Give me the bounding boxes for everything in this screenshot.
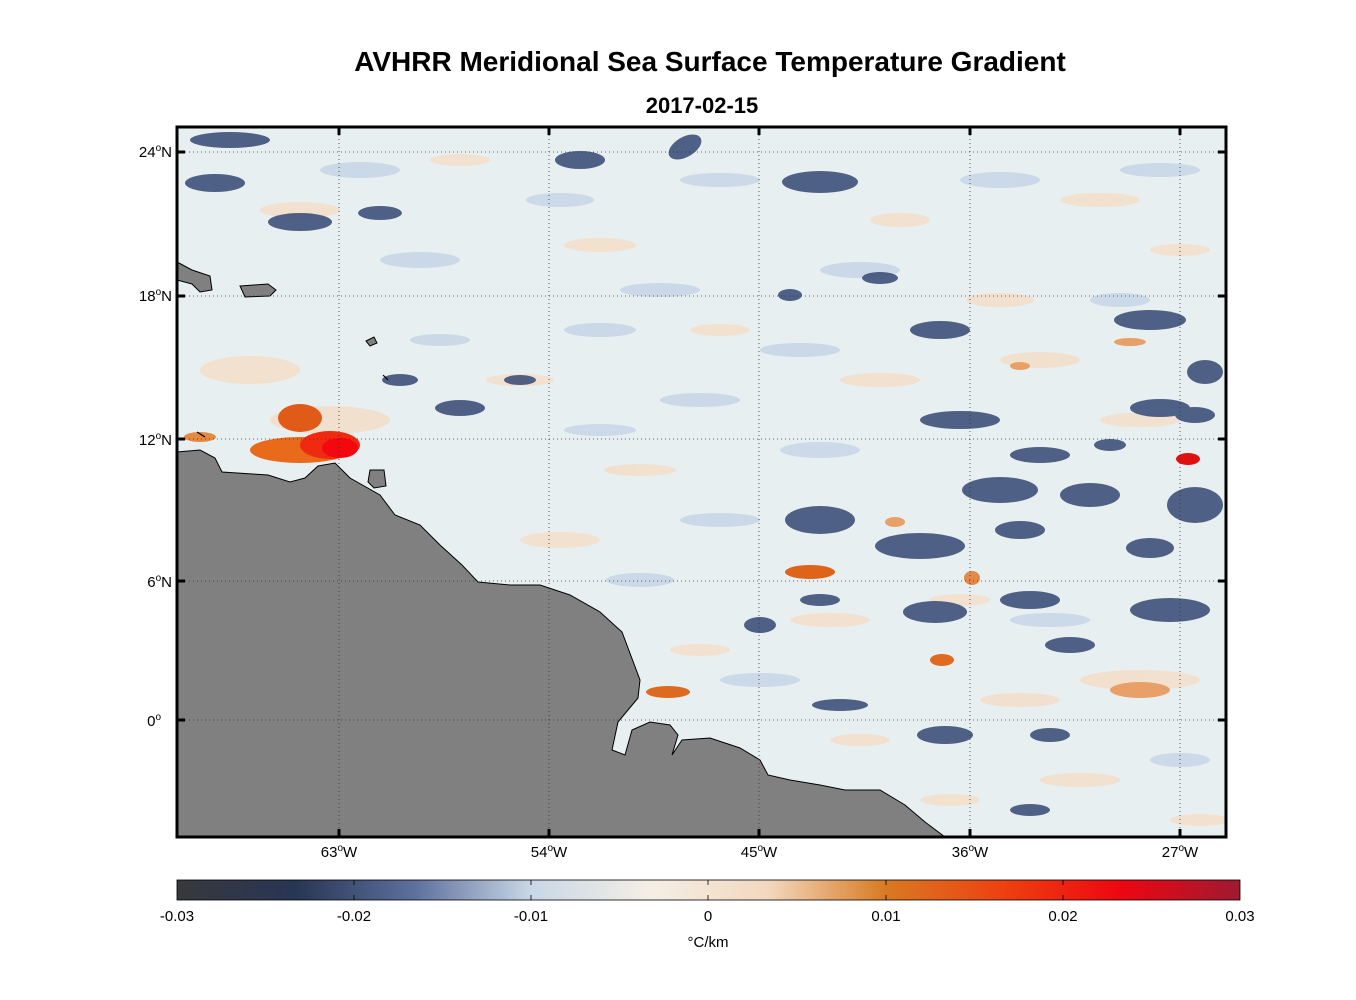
degree-symbol: o bbox=[155, 287, 162, 298]
degree-symbol: o bbox=[337, 843, 344, 854]
lon-label-deg: 54 bbox=[530, 844, 548, 861]
lon-label-deg: 27 bbox=[1161, 844, 1179, 861]
lon-label-deg: 45 bbox=[740, 844, 758, 861]
colorbar-label: 0.01 bbox=[871, 908, 901, 925]
lat-label-deg: 0 bbox=[147, 713, 156, 730]
lat-label-12n: 12oN bbox=[102, 431, 172, 449]
caribbean-island bbox=[239, 283, 277, 298]
lon-label-54w: 54oW bbox=[509, 843, 589, 861]
degree-symbol: o bbox=[968, 843, 975, 854]
caribbean-island bbox=[367, 469, 387, 489]
degree-symbol: o bbox=[155, 143, 162, 154]
degree-symbol: o bbox=[757, 843, 764, 854]
map-title: AVHRR Meridional Sea Surface Temperature… bbox=[354, 46, 1066, 77]
colorbar-label: 0.02 bbox=[1048, 908, 1078, 925]
colorbar-label: -0.01 bbox=[513, 908, 549, 925]
lat-label-6n: 6oN bbox=[102, 573, 172, 591]
lon-label-45w: 45oW bbox=[719, 843, 799, 861]
degree-symbol: o bbox=[155, 712, 161, 723]
map-subtitle: 2017-02-15 bbox=[645, 93, 759, 118]
axis-ticks bbox=[177, 127, 1226, 837]
negative-gradient-features bbox=[185, 132, 1223, 816]
lon-label-suffix: W bbox=[763, 844, 778, 861]
south-america-landmass bbox=[177, 449, 946, 837]
lon-label-36w: 36oW bbox=[930, 843, 1010, 861]
lon-label-deg: 63 bbox=[320, 844, 338, 861]
lon-label-suffix: W bbox=[553, 844, 568, 861]
lon-label-27w: 27oW bbox=[1140, 843, 1220, 861]
degree-symbol: o bbox=[1178, 843, 1185, 854]
lat-label-deg: 24 bbox=[138, 144, 156, 161]
lat-label-0: 0o bbox=[91, 712, 161, 730]
lat-label-24n: 24oN bbox=[102, 143, 172, 161]
degree-symbol: o bbox=[155, 573, 162, 584]
lat-label-suffix: N bbox=[161, 432, 172, 449]
lat-label-suffix: N bbox=[161, 288, 172, 305]
lat-label-deg: 12 bbox=[138, 432, 156, 449]
warm-light-patches bbox=[200, 154, 1226, 826]
colorbar-label: 0.03 bbox=[1225, 908, 1255, 925]
colorbar-label: -0.02 bbox=[336, 908, 372, 925]
degree-symbol: o bbox=[547, 843, 554, 854]
graticule bbox=[177, 127, 1226, 837]
caribbean-island bbox=[365, 336, 378, 347]
lon-label-suffix: W bbox=[1184, 844, 1199, 861]
sst-gradient-field bbox=[177, 132, 1226, 837]
degree-symbol: o bbox=[155, 431, 162, 442]
positive-gradient-features bbox=[184, 338, 1200, 698]
colorbar-ticks bbox=[353, 880, 1064, 900]
caribbean-island bbox=[382, 374, 389, 381]
lat-label-18n: 18oN bbox=[102, 287, 172, 305]
map-frame bbox=[175, 125, 1228, 839]
colorbar-label: -0.03 bbox=[159, 908, 195, 925]
lat-label-deg: 18 bbox=[138, 288, 156, 305]
caribbean-island bbox=[177, 261, 213, 293]
lon-label-suffix: W bbox=[343, 844, 358, 861]
colorbar bbox=[176, 879, 1241, 901]
colorbar-unit-label: °C/km bbox=[687, 934, 729, 951]
colorbar-label: 0 bbox=[703, 908, 713, 925]
lat-label-suffix: N bbox=[161, 144, 172, 161]
lat-label-deg: 6 bbox=[147, 574, 156, 591]
caribbean-island bbox=[196, 431, 206, 438]
lon-label-deg: 36 bbox=[951, 844, 969, 861]
cool-light-patches bbox=[320, 162, 1210, 767]
lon-label-63w: 63oW bbox=[299, 843, 379, 861]
lat-label-suffix: N bbox=[161, 574, 172, 591]
lon-label-suffix: W bbox=[974, 844, 989, 861]
